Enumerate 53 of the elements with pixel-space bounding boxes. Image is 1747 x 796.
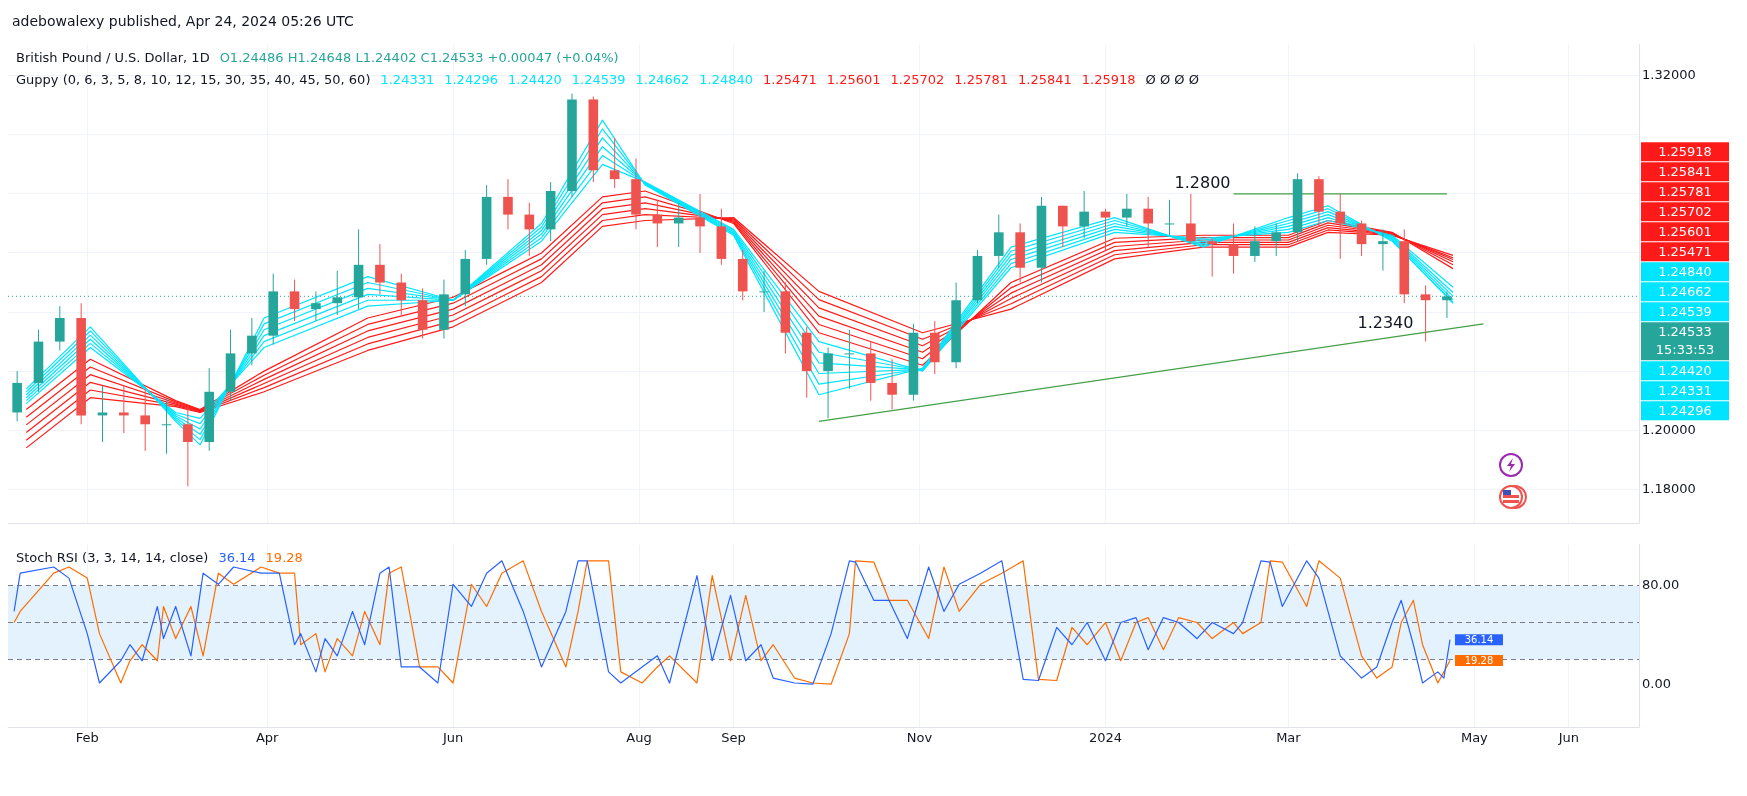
text: 1.24420 <box>1658 363 1712 379</box>
x-tick-label: Feb <box>75 729 99 745</box>
annotation: Ø Ø Ø Ø <box>1145 72 1199 88</box>
text: 1.25702 <box>1658 204 1712 220</box>
text: 1.25781 <box>1658 184 1712 200</box>
text: 1.24331 <box>1658 383 1712 399</box>
text: 1.24539 <box>1658 304 1712 320</box>
text: 1.25841 <box>1658 164 1712 180</box>
x-tick-label: Jun <box>1557 729 1580 745</box>
x-tick-label: May <box>1460 729 1489 745</box>
text: adebowalexy published, Apr 24, 2024 05:26 UTC <box>11 12 355 31</box>
text: 1.25918 <box>1658 144 1712 160</box>
text: 1.24296 <box>1658 403 1712 419</box>
annotation: 1.24539 <box>571 72 626 88</box>
annotation: 1.25702 <box>890 72 945 88</box>
annotation: 1.24662 <box>635 72 690 88</box>
text: Stoch RSI (3, 3, 14, 14, close) <box>16 550 209 566</box>
annotation: 1.25841 <box>1018 72 1072 88</box>
annotation: 1.2800 <box>1174 173 1231 193</box>
annotation: 1.25781 <box>954 72 1009 88</box>
x-tick-label: Apr <box>255 729 280 745</box>
y-tick-label: 1.18000 <box>1642 480 1696 496</box>
x-tick-label: Nov <box>906 729 933 745</box>
annotation: 1.24296 <box>444 72 498 88</box>
text: 19.28 <box>265 550 303 566</box>
x-tick-label: 2024 <box>1088 729 1123 745</box>
text: 1.24840 <box>1658 264 1712 280</box>
annotation: 1.25471 <box>763 72 817 88</box>
x-tick-label: Sep <box>721 729 746 745</box>
x-tick-label: Aug <box>626 729 652 745</box>
text: 36.14 <box>218 550 256 566</box>
annotation: 1.25601 <box>826 72 881 88</box>
x-tick-label: Mar <box>1276 729 1302 745</box>
annotation: 1.25918 <box>1081 72 1136 88</box>
y-tick-label: 1.32000 <box>1642 67 1696 83</box>
y-tick-label: 1.20000 <box>1642 421 1696 437</box>
data-label: 19.28 <box>1464 655 1494 667</box>
text: O1.24486 H1.24648 L1.24402 C1.24533 +0.00047 (+0.04%) <box>219 50 619 66</box>
annotation: 1.24331 <box>380 72 435 88</box>
text: 15:33:53 <box>1655 341 1715 357</box>
annotation: 1.2340 <box>1357 312 1414 332</box>
y-tick-label: 80.00 <box>1642 576 1680 592</box>
data-label: 36.14 <box>1464 634 1494 646</box>
text: 1.25471 <box>1658 244 1712 260</box>
text: 1.25601 <box>1658 224 1712 240</box>
legend-title: Guppy (0, 6, 3, 5, 8, 10, 12, 15, 30, 35, 40, 45, 50, 60) <box>16 72 371 88</box>
y-tick-label: 0.00 <box>1642 675 1671 691</box>
text: 1.24662 <box>1658 284 1712 300</box>
text: British Pound / U.S. Dollar, 1D <box>16 50 210 66</box>
annotation: 1.24840 <box>699 72 754 88</box>
x-tick-label: Jun <box>441 729 464 745</box>
ref-line-label: 1.24533 <box>1658 323 1712 339</box>
annotation: 1.24420 <box>507 72 562 88</box>
